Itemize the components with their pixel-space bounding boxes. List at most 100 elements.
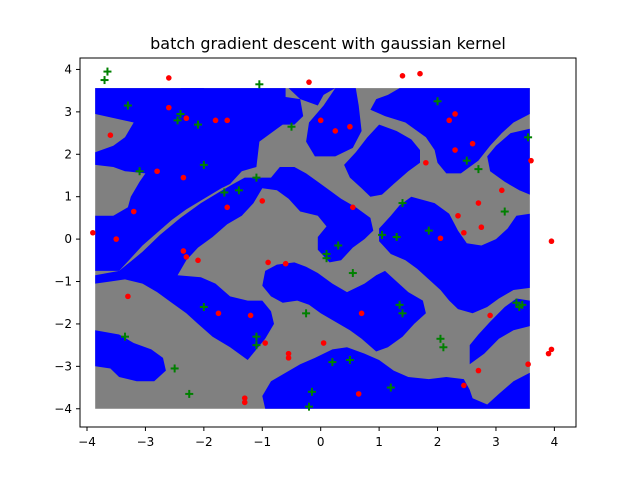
point-green-44 (305, 402, 314, 411)
point-red-3 (417, 70, 423, 77)
point-green-13 (199, 160, 208, 169)
point-red-12 (347, 123, 353, 130)
y-tick-label: −1 (54, 275, 72, 289)
point-red-9 (224, 117, 231, 124)
plot-frame (79, 57, 577, 428)
point-red-50 (475, 367, 482, 374)
point-green-5 (173, 116, 182, 125)
point-red-20 (499, 187, 505, 194)
point-green-14 (220, 188, 229, 197)
point-red-46 (285, 355, 292, 361)
y-axis: −4 −3 −2 −1 0 1 2 3 4 (54, 62, 80, 416)
point-green-26 (199, 302, 208, 311)
point-green-0 (103, 67, 112, 76)
point-green-40 (170, 364, 179, 373)
point-green-43 (307, 387, 316, 396)
point-red-32 (548, 238, 555, 245)
chart-title: batch gradient descent with gaussian ker… (150, 34, 506, 53)
point-red-39 (215, 310, 222, 317)
y-tick-label: 1 (64, 190, 72, 204)
y-tick-label: 0 (64, 232, 72, 246)
x-axis: −4 −3 −2 −1 0 1 2 3 4 (78, 427, 558, 449)
region-negative-8 (487, 128, 530, 195)
point-red-52 (355, 391, 362, 397)
point-green-18 (500, 207, 509, 216)
point-green-10 (462, 156, 471, 165)
region-negative-4 (288, 88, 336, 106)
point-green-4 (176, 109, 185, 118)
region-negative-13 (469, 298, 530, 365)
point-green-9 (524, 133, 533, 142)
point-green-6 (194, 120, 203, 129)
point-green-24 (322, 254, 331, 263)
point-red-2 (399, 73, 406, 79)
point-green-3 (123, 101, 132, 110)
point-green-32 (515, 302, 524, 311)
point-green-28 (395, 300, 404, 309)
x-tick-label: −1 (253, 435, 271, 449)
point-red-42 (358, 310, 365, 317)
point-red-49 (525, 361, 531, 368)
point-red-41 (262, 340, 268, 346)
point-red-24 (475, 200, 482, 206)
data-points (90, 67, 555, 411)
point-green-42 (386, 383, 395, 392)
y-tick-label: 4 (64, 62, 72, 76)
point-red-51 (461, 382, 467, 389)
point-red-44 (320, 340, 327, 346)
point-red-34 (183, 254, 190, 260)
point-green-17 (398, 199, 407, 208)
point-green-20 (392, 232, 401, 241)
x-tick-label: 0 (317, 435, 325, 449)
point-red-6 (166, 104, 172, 111)
point-red-35 (195, 257, 201, 264)
x-tick-label: 3 (492, 435, 500, 449)
point-red-21 (224, 204, 231, 211)
x-tick-label: 1 (375, 435, 383, 449)
point-red-28 (113, 236, 120, 242)
region-negative-6 (370, 88, 530, 174)
point-red-14 (452, 147, 458, 153)
point-red-10 (317, 117, 324, 124)
point-green-12 (135, 167, 144, 176)
point-green-15 (234, 186, 243, 195)
point-green-27 (302, 309, 311, 318)
point-red-11 (332, 128, 339, 134)
point-red-26 (130, 208, 137, 215)
point-green-29 (398, 309, 407, 318)
point-red-33 (180, 248, 187, 254)
point-red-29 (461, 229, 467, 236)
point-green-30 (512, 298, 521, 307)
point-red-19 (180, 174, 187, 181)
point-red-36 (265, 259, 271, 266)
point-green-35 (120, 332, 129, 341)
point-red-22 (259, 198, 266, 204)
point-green-16 (252, 173, 261, 182)
point-red-30 (478, 224, 485, 231)
y-tick-label: −3 (54, 359, 72, 373)
point-green-1 (100, 76, 109, 85)
point-red-45 (285, 350, 292, 357)
point-red-18 (154, 168, 160, 175)
point-red-4 (452, 111, 458, 117)
point-green-22 (334, 241, 343, 250)
point-red-37 (282, 260, 289, 267)
point-green-41 (185, 389, 194, 398)
point-red-16 (423, 159, 429, 166)
point-red-53 (241, 395, 248, 401)
region-negative-9 (379, 196, 530, 314)
region-negative-11 (95, 330, 166, 382)
y-tick-label: 2 (64, 147, 72, 161)
point-red-5 (107, 132, 114, 138)
point-green-7 (287, 122, 296, 131)
region-negative-3 (95, 167, 374, 360)
x-tick-label: −4 (78, 435, 96, 449)
point-red-8 (212, 117, 219, 124)
region-negative-1 (180, 88, 257, 165)
x-tick-label: 2 (434, 435, 442, 449)
region-negative-5 (306, 88, 362, 157)
decision-regions (95, 88, 530, 409)
point-green-36 (252, 332, 261, 341)
point-red-15 (469, 140, 476, 147)
